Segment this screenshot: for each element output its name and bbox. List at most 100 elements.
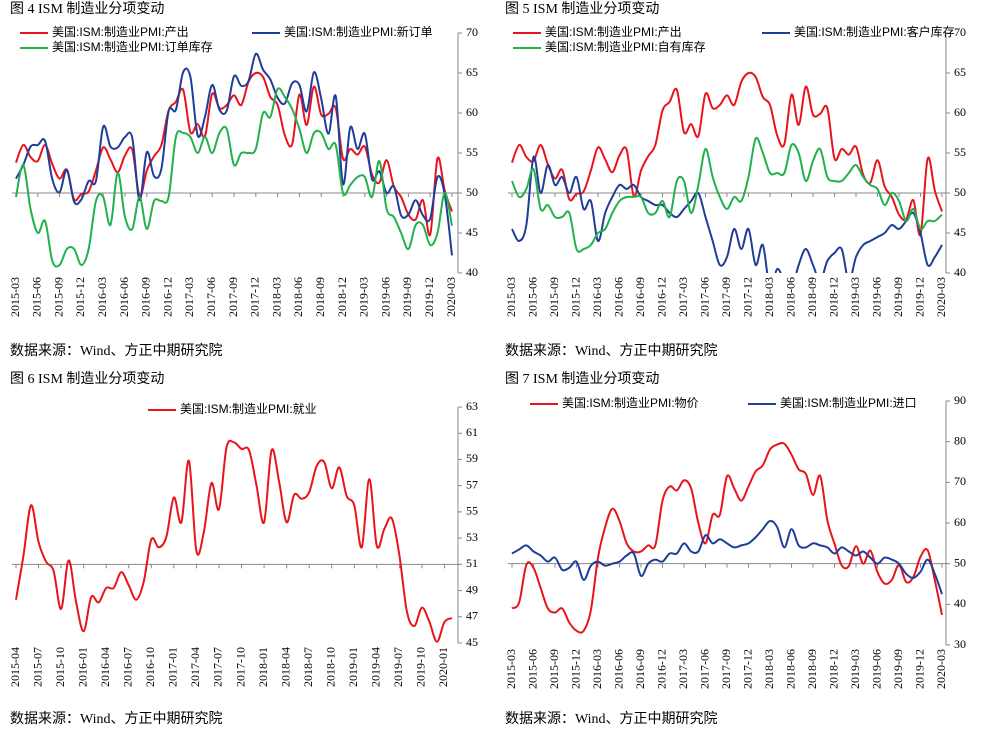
x-tick-label: 2017-04 [188,647,202,687]
y-tick-label: 40 [954,265,966,279]
x-tick-label: 2018-01 [256,647,270,687]
y-tick-label: 50 [954,185,966,199]
y-tick-label: 40 [954,596,966,610]
legend-label: 美国:ISM:制造业PMI:物价 [562,396,699,410]
x-tick-label: 2015-07 [30,647,44,687]
x-tick-label: 2017-09 [719,649,733,689]
x-tick-label: 2020-03 [444,277,458,317]
x-tick-label: 2016-01 [75,647,89,687]
x-tick-label: 2015-12 [568,277,582,317]
x-tick-label: 2016-06 [117,277,131,317]
x-tick-label: 2017-12 [740,277,754,317]
x-tick-label: 2016-09 [633,649,647,689]
source-note: 数据来源：Wind、方正中期研究院 [10,711,223,727]
y-tick-label: 60 [466,105,478,119]
x-tick-label: 2016-12 [654,277,668,317]
chart-title: 图 7 ISM 制造业分项变动 [505,371,659,387]
y-tick-label: 50 [466,185,478,199]
x-tick-label: 2020-03 [934,277,948,317]
chart-title: 图 4 ISM 制造业分项变动 [10,1,164,17]
x-tick-label: 2020-03 [934,649,948,689]
y-tick-label: 70 [954,25,966,39]
y-tick-label: 45 [954,225,966,239]
legend-label: 美国:ISM:制造业PMI:产出 [545,25,682,39]
x-tick-label: 2018-10 [323,647,337,687]
y-tick-label: 70 [466,25,478,39]
x-tick-label: 2019-06 [378,277,392,317]
legend-label: 美国:ISM:制造业PMI:进口 [780,396,917,410]
x-tick-label: 2019-09 [891,649,905,689]
series-line [15,87,453,268]
y-tick-label: 90 [954,393,966,407]
x-tick-label: 2017-09 [226,277,240,317]
y-tick-label: 53 [466,530,478,544]
x-tick-label: 2020-01 [436,647,450,687]
y-tick-label: 45 [466,635,478,649]
x-tick-label: 2017-03 [182,277,196,317]
x-tick-label: 2019-01 [346,647,360,687]
source-note: 数据来源：Wind、方正中期研究院 [505,343,718,359]
y-tick-label: 60 [954,105,966,119]
y-tick-label: 49 [466,582,478,596]
source-note: 数据来源：Wind、方正中期研究院 [505,711,718,727]
legend-label: 美国:ISM:制造业PMI:自有库存 [545,39,706,54]
x-tick-label: 2018-06 [783,277,797,317]
x-tick-label: 2016-04 [98,647,112,687]
x-tick-label: 2016-12 [160,277,174,317]
series-line [15,439,453,643]
x-tick-label: 2017-06 [697,277,711,317]
chart-title: 图 6 ISM 制造业分项变动 [10,371,164,387]
x-tick-label: 2018-04 [278,647,292,687]
legend-label: 美国:ISM:制造业PMI:客户库存 [794,24,955,39]
y-tick-label: 80 [954,433,966,447]
y-tick-label: 60 [954,515,966,529]
x-tick-label: 2017-09 [719,277,733,317]
x-tick-label: 2015-04 [8,647,22,687]
x-tick-label: 2018-07 [301,647,315,687]
x-tick-label: 2015-09 [547,649,561,689]
x-tick-label: 2017-03 [676,649,690,689]
x-tick-label: 2018-03 [762,277,776,317]
x-tick-label: 2019-04 [369,647,383,687]
x-tick-label: 2016-06 [611,277,625,317]
x-tick-label: 2016-07 [121,647,135,687]
series-line [511,155,943,273]
x-tick-label: 2017-01 [166,647,180,687]
x-tick-label: 2016-10 [143,647,157,687]
x-tick-label: 2019-03 [848,277,862,317]
x-tick-label: 2017-07 [211,647,225,687]
x-tick-label: 2019-07 [391,647,405,687]
x-tick-label: 2018-12 [335,277,349,317]
x-tick-label: 2019-03 [848,649,862,689]
y-tick-label: 45 [466,225,478,239]
x-tick-label: 2017-10 [233,647,247,687]
x-tick-label: 2018-12 [826,277,840,317]
x-tick-label: 2015-12 [568,649,582,689]
x-tick-label: 2018-12 [826,649,840,689]
chart-title: 图 5 ISM 制造业分项变动 [505,1,659,17]
x-tick-label: 2015-09 [547,277,561,317]
series-line [15,52,453,256]
x-tick-label: 2019-06 [869,277,883,317]
x-tick-label: 2019-12 [422,277,436,317]
x-tick-label: 2016-06 [611,649,625,689]
y-tick-label: 55 [954,145,966,159]
x-tick-label: 2016-03 [95,277,109,317]
series-line [511,519,943,595]
series-line [511,441,943,634]
y-tick-label: 55 [466,145,478,159]
legend-label: 美国:ISM:制造业PMI:就业 [180,402,317,416]
y-tick-label: 70 [954,474,966,488]
y-tick-label: 63 [466,399,478,413]
x-tick-label: 2015-03 [8,277,22,317]
y-tick-label: 65 [466,65,478,79]
x-tick-label: 2019-10 [414,647,428,687]
x-tick-label: 2019-12 [912,277,926,317]
x-tick-label: 2016-12 [654,649,668,689]
x-tick-label: 2015-09 [51,277,65,317]
y-tick-label: 57 [466,477,478,491]
x-tick-label: 2017-12 [740,649,754,689]
x-tick-label: 2015-03 [504,277,518,317]
x-tick-label: 2018-06 [783,649,797,689]
x-tick-label: 2015-06 [525,277,539,317]
